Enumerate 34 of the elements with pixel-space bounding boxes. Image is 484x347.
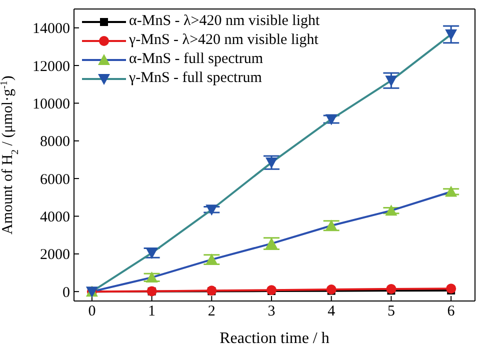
y-tick-label: 0	[62, 284, 70, 301]
y-tick-label: 14000	[32, 21, 70, 38]
point	[206, 204, 218, 216]
legend-label: α-MnS - λ>420 nm visible light	[129, 13, 320, 30]
point	[385, 76, 398, 87]
point	[266, 238, 278, 249]
point	[325, 114, 338, 126]
point	[386, 284, 396, 294]
point	[445, 186, 458, 197]
x-tick-label: 1	[148, 304, 156, 320]
point	[325, 220, 338, 231]
point	[445, 29, 458, 40]
point	[146, 248, 158, 259]
y-tick-label: 6000	[40, 172, 70, 188]
y-tick-label: 8000	[40, 134, 70, 150]
point	[206, 254, 218, 265]
y-tick-label: 10000	[32, 96, 70, 113]
point	[385, 204, 398, 216]
x-tick-label: 0	[88, 304, 96, 320]
legend-label: γ-MnS - full spectrum	[129, 70, 262, 87]
point	[266, 158, 278, 169]
legend-label: γ-MnS - λ>420 nm visible light	[129, 32, 318, 49]
point	[446, 284, 456, 294]
x-tick-label: 2	[208, 304, 216, 320]
y-tick-label: 12000	[32, 58, 70, 75]
y-tick-label: 2000	[40, 247, 70, 264]
x-tick-label: 6	[447, 304, 456, 320]
legend-label: α-MnS - full spectrum	[129, 51, 264, 68]
x-tick-label: 5	[387, 304, 395, 320]
x-axis-title: Reaction time / h	[220, 330, 330, 347]
x-tick-label: 4	[328, 304, 336, 320]
x-tick-label: 3	[268, 304, 276, 320]
y-tick-label: 4000	[40, 210, 70, 226]
point	[146, 271, 158, 282]
